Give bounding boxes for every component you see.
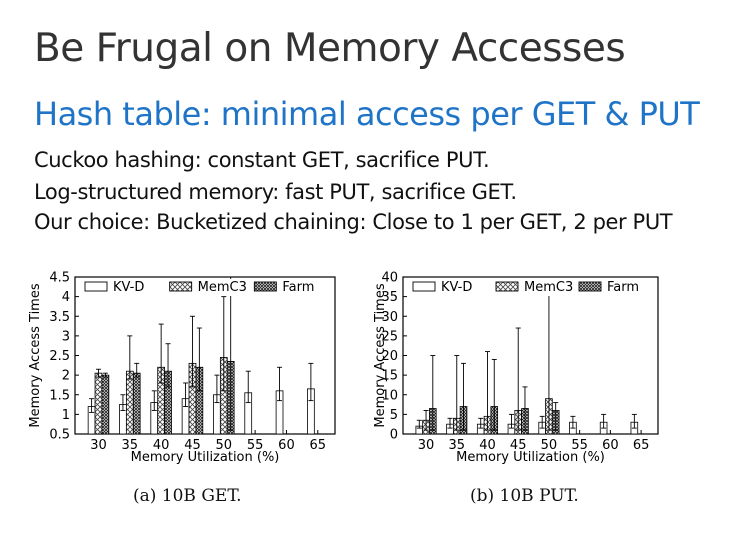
bar-memc3	[125, 370, 134, 435]
y-tick-label: 1	[62, 408, 70, 423]
y-tick-label: 15	[381, 369, 398, 384]
legend-swatch-memc3	[495, 281, 519, 292]
bar-farm	[101, 374, 110, 435]
x-tick-label: 60	[602, 438, 619, 453]
x-axis-label: Memory Utilization (%)	[456, 450, 605, 465]
y-axis-label: Memory Access Times	[373, 283, 388, 427]
x-tick-label: 35	[448, 438, 465, 453]
bullet-log-structured-memory: Log-structured memory: fast PUT, sacrifi…	[34, 180, 517, 204]
y-tick-label: 2	[62, 369, 70, 384]
caption-get: (a) 10B GET.	[133, 486, 242, 506]
y-tick-label: 3	[62, 329, 70, 344]
x-axis-label: Memory Utilization (%)	[131, 450, 280, 465]
chart-put-marks: 0 5 10 15 20 25 30 35 40 30 35 40 45 50 55 60 65 Memory U…	[373, 271, 659, 465]
x-tick-label: 35	[122, 438, 139, 453]
plot-frame	[74, 276, 336, 435]
y-axis-label: Memory Access Times	[28, 283, 43, 427]
legend-label: KV-D	[113, 280, 144, 295]
bar-farm	[132, 372, 141, 435]
x-tick-label: 30	[418, 438, 435, 453]
legend-label: MemC3	[524, 280, 573, 295]
slide-title: Be Frugal on Memory Accesses	[34, 26, 626, 71]
y-tick-label: 35	[381, 290, 398, 305]
bullet-cuckoo-hashing: Cuckoo hashing: constant GET, sacrifice …	[34, 148, 490, 172]
chart-get-marks: 0.5 1 1.5 2 2.5 3 3.5 4 4.5 30 35 40 45 50 55 60 65 Memor…	[28, 271, 336, 465]
x-tick-label: 45	[184, 438, 201, 453]
x-tick-label: 55	[571, 438, 588, 453]
y-tick-label: 2.5	[49, 349, 70, 364]
y-tick-label: 5	[390, 408, 398, 423]
x-tick-label: 50	[216, 438, 233, 453]
y-tick-label: 25	[381, 329, 398, 344]
legend-label: MemC3	[198, 280, 247, 295]
y-tick-label: 20	[381, 349, 398, 364]
legend-swatch-farm	[578, 281, 602, 292]
y-tick-label: 0	[390, 428, 398, 443]
caption-put: (b) 10B PUT.	[470, 486, 579, 506]
legend-swatch-kvd	[84, 281, 108, 292]
y-tick-label: 30	[381, 310, 398, 325]
y-tick-label: 4.5	[49, 271, 70, 286]
x-tick-label: 50	[541, 438, 558, 453]
x-tick-label: 45	[510, 438, 527, 453]
legend-label: Farm	[282, 280, 314, 295]
y-tick-label: 0.5	[49, 428, 70, 443]
y-tick-label: 4	[62, 290, 70, 305]
legend-swatch-kvd	[412, 281, 436, 292]
x-tick-label: 30	[90, 438, 107, 453]
x-tick-label: 60	[278, 438, 295, 453]
y-tick-label: 40	[381, 271, 398, 286]
x-tick-label: 40	[153, 438, 170, 453]
chart-get: 0.5 1 1.5 2 2.5 3 3.5 4 4.5 30 35 40 45 50 55 60 65 Memor…	[28, 271, 336, 465]
x-tick-label: 55	[247, 438, 264, 453]
x-tick-label: 65	[633, 438, 650, 453]
legend-swatch-farm	[253, 281, 277, 292]
y-tick-label: 1.5	[49, 388, 70, 403]
x-tick-label: 40	[479, 438, 496, 453]
x-tick-label: 65	[309, 438, 326, 453]
bullet-our-choice: Our choice: Bucketized chaining: Close t…	[34, 210, 673, 234]
y-tick-label: 3.5	[49, 310, 70, 325]
slide-subtitle: Hash table: minimal access per GET & PUT	[34, 95, 700, 133]
legend-label: KV-D	[441, 280, 472, 295]
bar-memc3	[94, 372, 103, 435]
legend-swatch-memc3	[169, 281, 193, 292]
y-tick-label: 10	[381, 388, 398, 403]
plot-frame	[402, 276, 659, 435]
chart-put: 0 5 10 15 20 25 30 35 40 30 35 40 45 50 55 60 65 Memory U…	[373, 271, 659, 465]
legend-label: Farm	[607, 280, 639, 295]
